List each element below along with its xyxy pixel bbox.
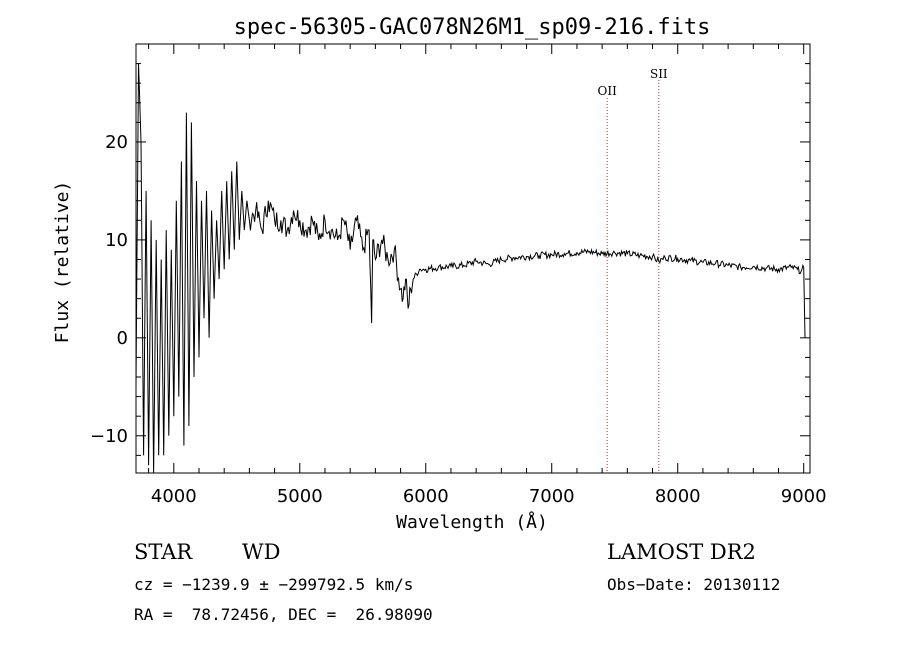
y-axis: −10 0 10 20 [90, 63, 810, 456]
plot-frame [135, 43, 811, 474]
y-tick-label: 0 [117, 328, 128, 349]
x-tick-label: 9000 [781, 486, 827, 507]
object-class: STAR [134, 540, 193, 564]
obs-date-text: Obs−Date: 20130112 [607, 575, 781, 594]
object-subclass: WD [242, 540, 281, 564]
redshift-text: cz = −1239.9 ± −299792.5 km/s [134, 575, 414, 594]
x-axis: 4000 5000 6000 7000 8000 9000 [148, 44, 827, 507]
y-tick-label: 10 [105, 230, 128, 251]
x-tick-label: 7000 [529, 486, 575, 507]
x-tick-label: 5000 [277, 486, 323, 507]
x-axis-label: Wavelength (Å) [396, 511, 548, 533]
emission-line-markers: OII SII [598, 67, 668, 473]
x-tick-label: 4000 [151, 486, 197, 507]
line-label-sii: SII [650, 67, 668, 81]
survey-name: LAMOST DR2 [607, 540, 756, 564]
flux-series-line [135, 63, 806, 474]
x-tick-label: 6000 [403, 486, 449, 507]
x-tick-label: 8000 [655, 486, 701, 507]
coordinates-text: RA = 78.72456, DEC = 26.98090 [134, 605, 433, 624]
line-label-oii: OII [598, 84, 618, 98]
y-tick-label: −10 [90, 426, 128, 447]
y-tick-label: 20 [105, 132, 128, 153]
chart-title: spec-56305-GAC078N26M1_sp09-216.fits [234, 15, 711, 40]
y-axis-label: Flux (relative) [52, 181, 73, 344]
